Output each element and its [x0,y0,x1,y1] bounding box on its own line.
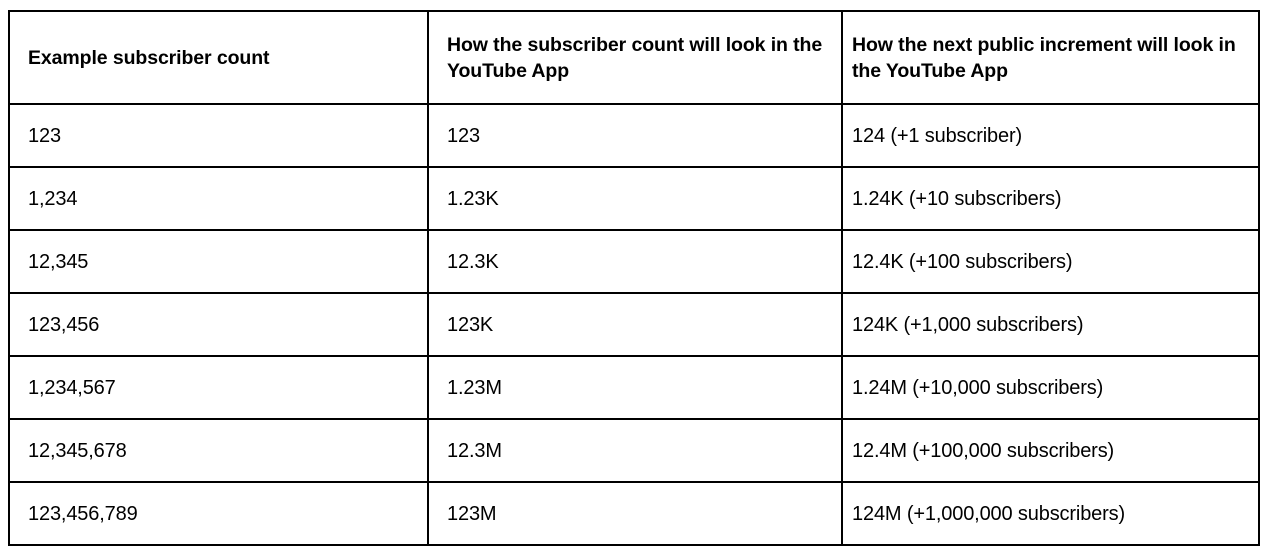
cell-next-increment: 12.4M (+100,000 subscribers) [841,418,1260,483]
cell-next-increment: 12.4K (+100 subscribers) [841,229,1260,294]
cell-next-increment: 124 (+1 subscriber) [841,103,1260,168]
cell-example-count: 1,234,567 [8,355,429,420]
subscriber-count-table: Example subscriber count How the subscri… [8,10,1260,546]
cell-next-increment: 1.24M (+10,000 subscribers) [841,355,1260,420]
cell-example-count: 123 [8,103,429,168]
table-row: 123,456 123K 124K (+1,000 subscribers) [8,292,1260,357]
cell-app-display: 12.3K [427,229,843,294]
cell-next-increment: 1.24K (+10 subscribers) [841,166,1260,231]
cell-app-display: 1.23M [427,355,843,420]
subscriber-count-table-container: Example subscriber count How the subscri… [8,10,1260,546]
column-header-next-public-increment: How the next public increment will look … [841,10,1260,105]
column-header-example-subscriber-count: Example subscriber count [8,10,429,105]
table-row: 123,456,789 123M 124M (+1,000,000 subscr… [8,481,1260,546]
cell-app-display: 1.23K [427,166,843,231]
cell-example-count: 123,456 [8,292,429,357]
cell-example-count: 12,345,678 [8,418,429,483]
table-row: 12,345 12.3K 12.4K (+100 subscribers) [8,229,1260,294]
table-header: Example subscriber count How the subscri… [8,10,1260,105]
cell-app-display: 12.3M [427,418,843,483]
cell-next-increment: 124M (+1,000,000 subscribers) [841,481,1260,546]
cell-example-count: 1,234 [8,166,429,231]
table-header-row: Example subscriber count How the subscri… [8,10,1260,105]
table-row: 123 123 124 (+1 subscriber) [8,103,1260,168]
cell-example-count: 123,456,789 [8,481,429,546]
cell-app-display: 123M [427,481,843,546]
table-row: 1,234,567 1.23M 1.24M (+10,000 subscribe… [8,355,1260,420]
table-row: 12,345,678 12.3M 12.4M (+100,000 subscri… [8,418,1260,483]
table-body: 123 123 124 (+1 subscriber) 1,234 1.23K … [8,103,1260,546]
table-row: 1,234 1.23K 1.24K (+10 subscribers) [8,166,1260,231]
cell-example-count: 12,345 [8,229,429,294]
cell-app-display: 123K [427,292,843,357]
cell-app-display: 123 [427,103,843,168]
column-header-app-display: How the subscriber count will look in th… [427,10,843,105]
cell-next-increment: 124K (+1,000 subscribers) [841,292,1260,357]
